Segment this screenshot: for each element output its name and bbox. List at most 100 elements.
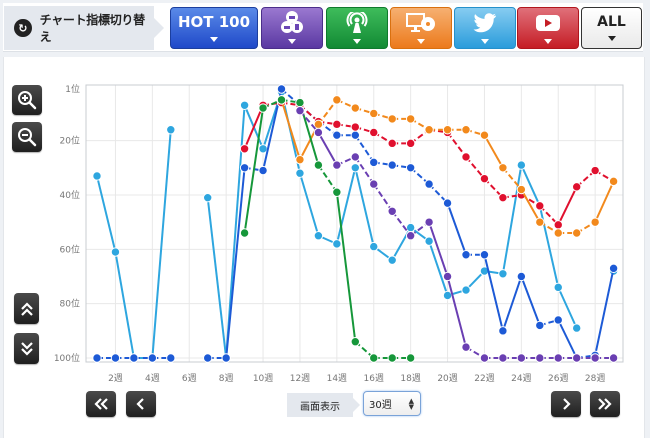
prev-page-button[interactable]: [126, 391, 156, 417]
data-point[interactable]: [424, 179, 434, 189]
data-point[interactable]: [147, 353, 158, 363]
data-point[interactable]: [350, 122, 360, 132]
data-point[interactable]: [479, 130, 490, 140]
data-point[interactable]: [369, 157, 379, 168]
hot100-button[interactable]: HOT 100: [170, 7, 258, 49]
data-point[interactable]: [461, 152, 471, 162]
data-point[interactable]: [405, 138, 416, 149]
data-point[interactable]: [350, 103, 360, 113]
data-point[interactable]: [461, 250, 471, 260]
data-point[interactable]: [295, 97, 305, 108]
display-weeks-select[interactable]: 30週 ▲ ▼: [363, 391, 421, 416]
data-point[interactable]: [405, 231, 416, 241]
data-point[interactable]: [313, 231, 324, 241]
data-point[interactable]: [572, 182, 582, 192]
data-point[interactable]: [590, 217, 600, 227]
data-point[interactable]: [590, 353, 600, 363]
data-point[interactable]: [350, 336, 360, 347]
data-point[interactable]: [516, 271, 527, 282]
data-point[interactable]: [442, 290, 453, 301]
data-point[interactable]: [332, 187, 342, 197]
data-point[interactable]: [166, 125, 176, 135]
data-point[interactable]: [92, 353, 102, 363]
data-point[interactable]: [276, 95, 287, 105]
data-point[interactable]: [608, 263, 619, 274]
data-point[interactable]: [442, 125, 453, 135]
pc-cd-button[interactable]: [390, 7, 452, 49]
data-point[interactable]: [369, 179, 379, 189]
data-point[interactable]: [461, 125, 471, 135]
data-point[interactable]: [608, 353, 619, 363]
data-point[interactable]: [479, 173, 490, 184]
data-point[interactable]: [239, 228, 250, 238]
radio-button[interactable]: [326, 7, 388, 49]
data-point[interactable]: [387, 255, 397, 265]
data-point[interactable]: [313, 119, 324, 130]
data-point[interactable]: [258, 144, 268, 154]
data-point[interactable]: [535, 201, 545, 211]
data-point[interactable]: [553, 353, 563, 363]
data-point[interactable]: [405, 222, 416, 233]
data-point[interactable]: [424, 125, 434, 135]
data-point[interactable]: [442, 198, 453, 208]
data-point[interactable]: [129, 353, 139, 363]
next-page-button[interactable]: [551, 391, 581, 417]
data-point[interactable]: [498, 163, 508, 173]
data-point[interactable]: [239, 163, 250, 173]
data-point[interactable]: [608, 176, 619, 187]
youtube-button[interactable]: [517, 7, 579, 49]
scroll-down-button[interactable]: [14, 333, 39, 364]
data-point[interactable]: [405, 114, 416, 124]
data-point[interactable]: [295, 106, 305, 116]
data-point[interactable]: [535, 353, 545, 363]
data-point[interactable]: [387, 353, 397, 363]
data-point[interactable]: [387, 160, 397, 170]
data-point[interactable]: [203, 192, 213, 203]
data-point[interactable]: [110, 353, 121, 363]
data-point[interactable]: [479, 353, 490, 363]
data-point[interactable]: [369, 353, 379, 363]
zoom-in-button[interactable]: [12, 85, 42, 115]
data-point[interactable]: [535, 320, 545, 331]
data-point[interactable]: [553, 228, 563, 238]
zoom-out-button[interactable]: [12, 122, 42, 152]
data-point[interactable]: [203, 353, 213, 363]
last-page-button[interactable]: [590, 391, 620, 417]
data-point[interactable]: [332, 119, 342, 130]
data-point[interactable]: [572, 353, 582, 363]
data-point[interactable]: [369, 241, 379, 252]
data-point[interactable]: [92, 171, 102, 181]
data-point[interactable]: [350, 152, 360, 162]
data-point[interactable]: [313, 127, 324, 138]
data-point[interactable]: [258, 103, 268, 113]
data-point[interactable]: [424, 217, 434, 227]
data-point[interactable]: [498, 353, 508, 363]
data-point[interactable]: [572, 323, 582, 333]
data-point[interactable]: [295, 154, 305, 165]
scroll-up-button[interactable]: [14, 293, 39, 324]
data-point[interactable]: [461, 285, 471, 295]
data-point[interactable]: [332, 130, 342, 140]
data-point[interactable]: [313, 160, 324, 170]
data-point[interactable]: [350, 163, 360, 173]
data-point[interactable]: [276, 84, 287, 94]
twitter-button[interactable]: [454, 7, 516, 49]
data-point[interactable]: [535, 217, 545, 227]
data-point[interactable]: [516, 353, 527, 363]
all-button[interactable]: ALL: [581, 7, 642, 49]
data-point[interactable]: [258, 165, 268, 176]
data-point[interactable]: [332, 239, 342, 249]
data-point[interactable]: [590, 165, 600, 176]
data-point[interactable]: [498, 326, 508, 336]
data-point[interactable]: [553, 282, 563, 293]
data-point[interactable]: [369, 127, 379, 138]
data-point[interactable]: [332, 160, 342, 170]
purchase-button[interactable]: [261, 7, 323, 49]
data-point[interactable]: [332, 95, 342, 105]
data-point[interactable]: [295, 168, 305, 178]
data-point[interactable]: [479, 250, 490, 260]
first-page-button[interactable]: [86, 391, 116, 417]
data-point[interactable]: [498, 269, 508, 279]
data-point[interactable]: [239, 144, 250, 154]
data-point[interactable]: [461, 342, 471, 352]
